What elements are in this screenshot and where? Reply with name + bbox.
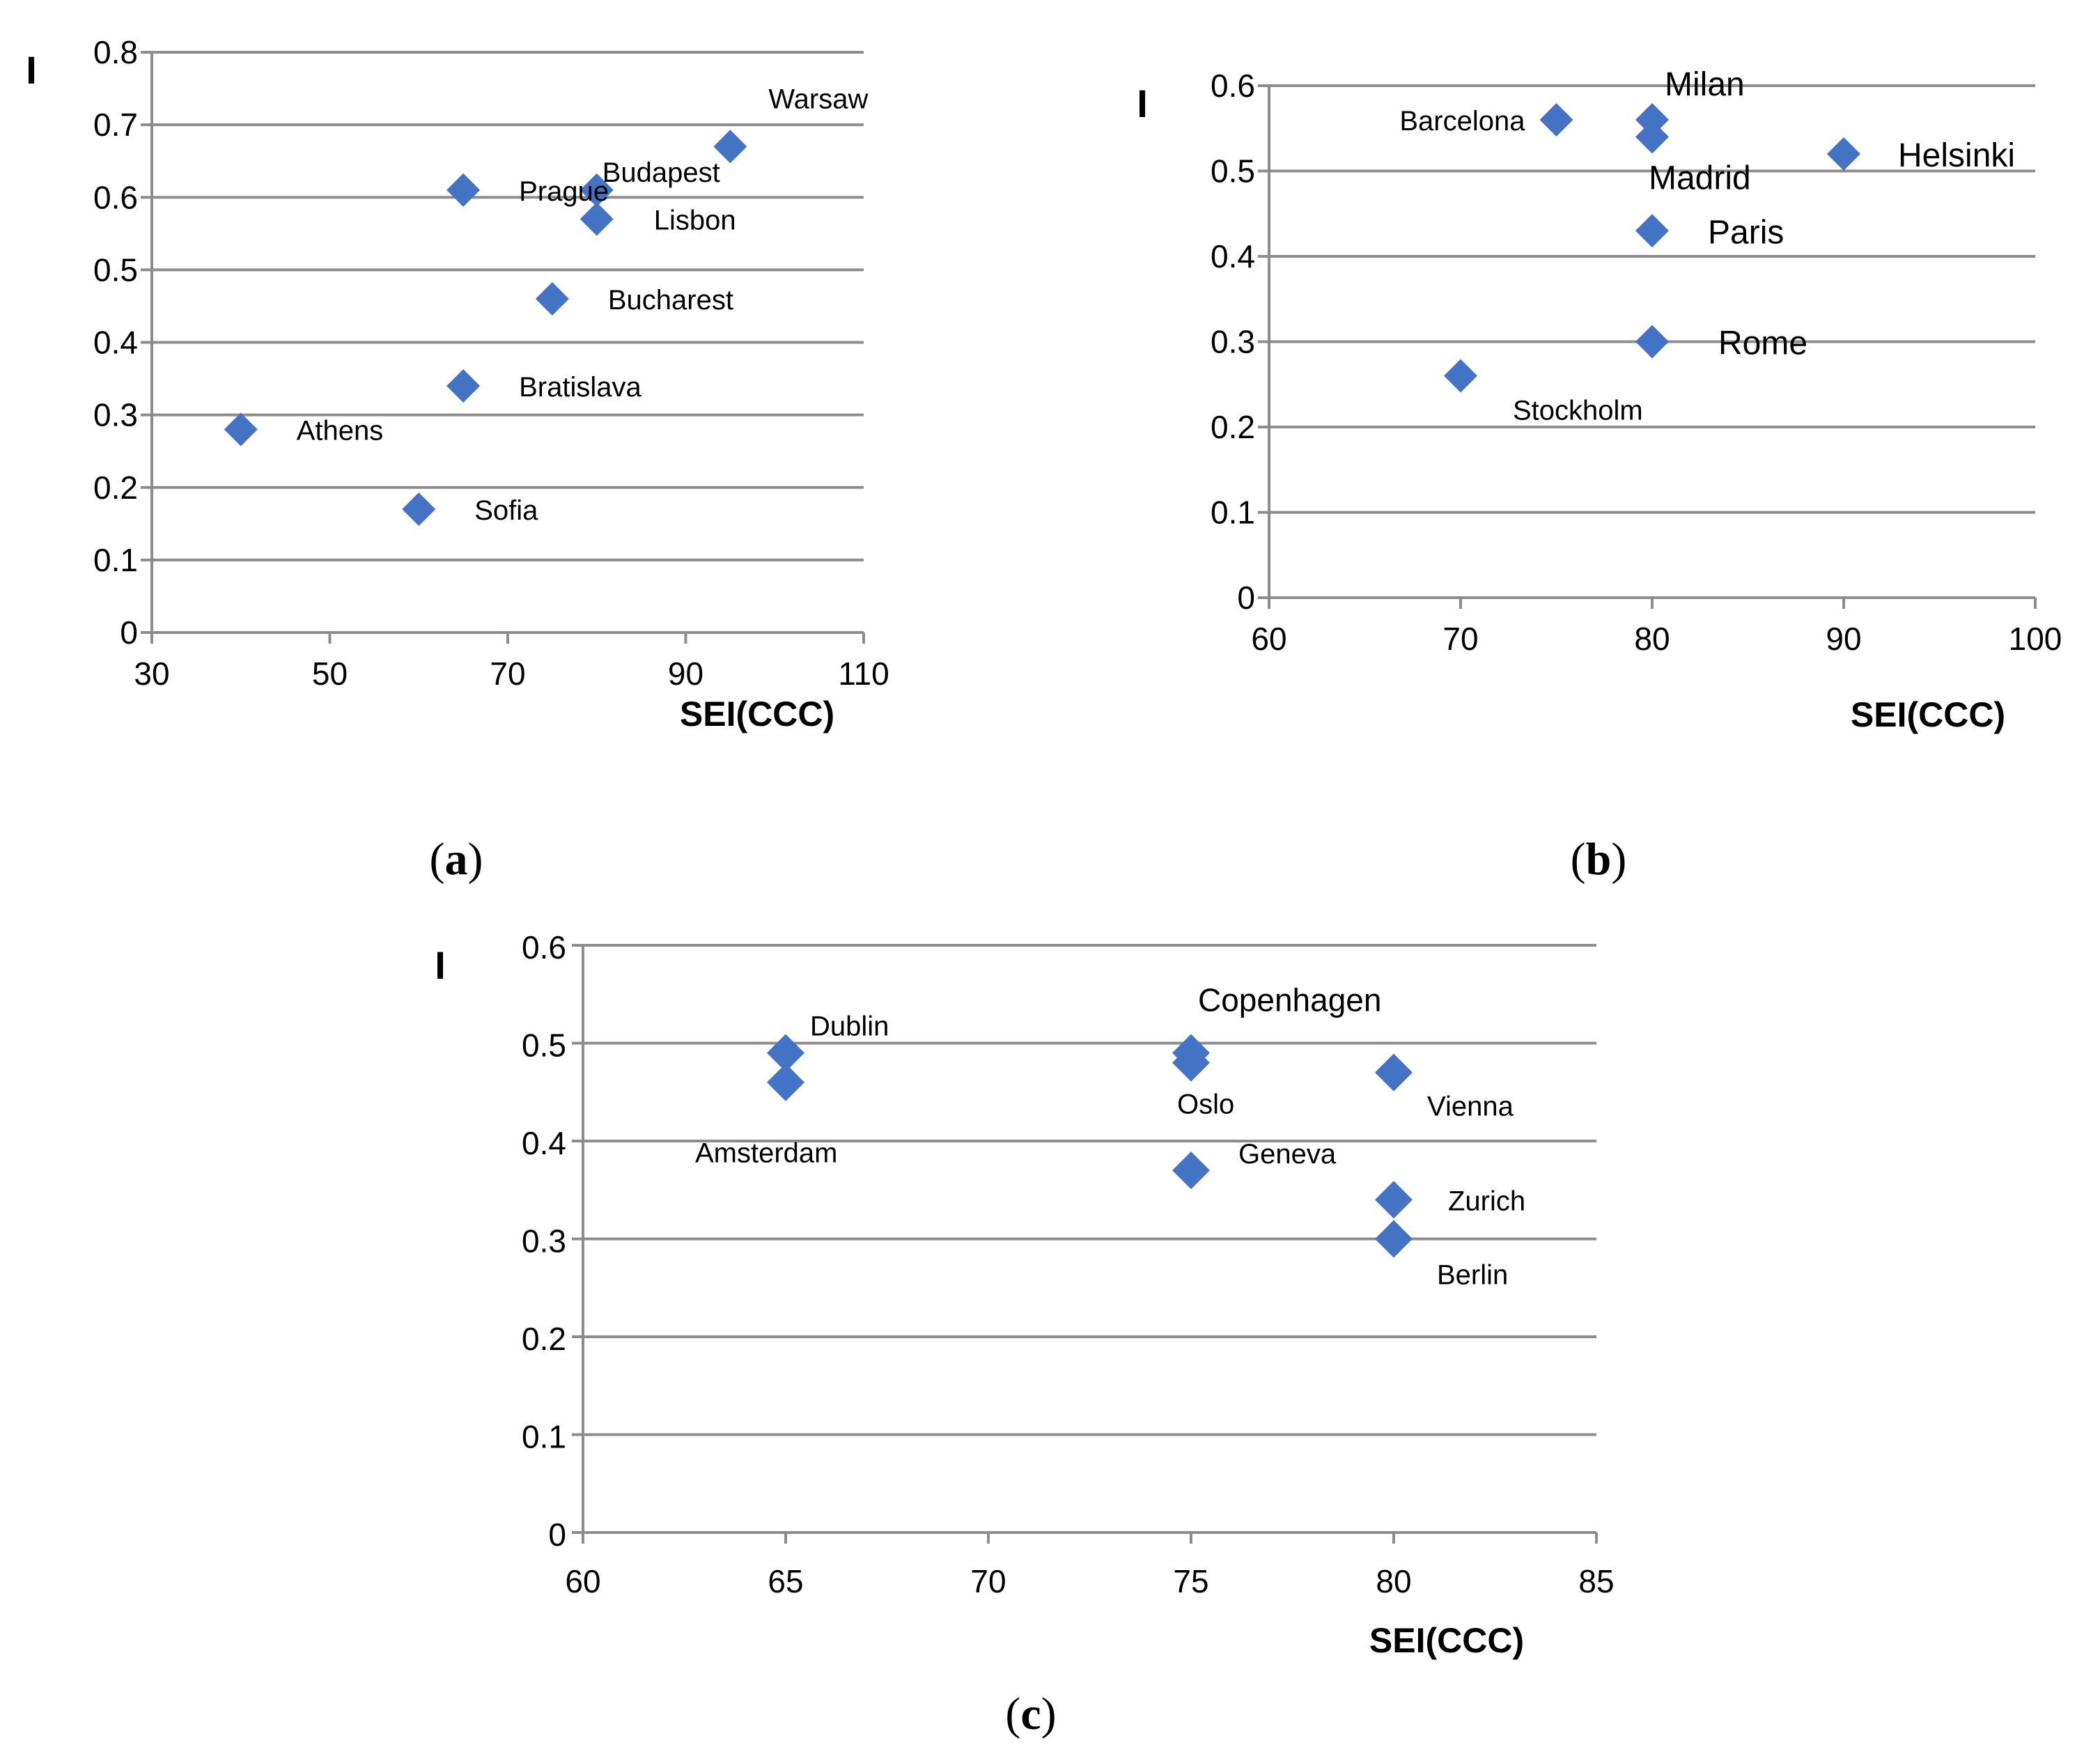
point-warsaw xyxy=(713,130,747,164)
y-tick-label: 0.7 xyxy=(93,107,138,143)
y-tick-label: 0.4 xyxy=(1211,238,1255,274)
panel-caption: (c) xyxy=(1005,1689,1056,1739)
point-lisbon xyxy=(580,202,614,236)
point-label-bratislava: Bratislava xyxy=(519,372,641,403)
point-stockholm xyxy=(1444,359,1477,393)
point-label-stockholm: Stockholm xyxy=(1513,396,1643,426)
y-tick-label: 0.2 xyxy=(1211,409,1255,445)
y-tick-label: 0.3 xyxy=(522,1223,566,1259)
point-label-warsaw: Warsaw xyxy=(768,84,868,114)
point-label-lisbon: Lisbon xyxy=(654,205,736,235)
x-tick-label: 60 xyxy=(565,1563,600,1599)
point-label-amsterdam: Amsterdam xyxy=(695,1138,838,1169)
y-tick-label: 0.6 xyxy=(93,179,138,215)
y-tick-label: 0 xyxy=(120,614,138,651)
point-label-geneva: Geneva xyxy=(1238,1139,1337,1170)
point-label-rome: Rome xyxy=(1718,325,1807,362)
x-tick-label: 50 xyxy=(312,655,348,692)
x-tick-label: 30 xyxy=(134,655,169,692)
point-label-dublin: Dublin xyxy=(810,1011,889,1042)
y-tick-label: 0.1 xyxy=(1211,495,1255,531)
point-paris xyxy=(1635,214,1669,248)
point-barcelona xyxy=(1539,103,1573,137)
y-axis-title: I xyxy=(26,48,37,92)
point-geneva xyxy=(1172,1151,1210,1190)
point-bucharest xyxy=(535,282,569,316)
point-athens xyxy=(224,412,258,447)
point-label-madrid: Madrid xyxy=(1649,160,1751,197)
point-label-oslo: Oslo xyxy=(1177,1089,1234,1120)
point-sofia xyxy=(402,492,436,526)
x-tick-label: 65 xyxy=(768,1563,803,1599)
y-tick-label: 0.4 xyxy=(522,1125,566,1161)
y-tick-label: 0.5 xyxy=(93,251,138,288)
point-label-barcelona: Barcelona xyxy=(1399,106,1525,137)
panel-caption: (b) xyxy=(1571,834,1627,885)
point-label-sofia: Sofia xyxy=(474,495,538,526)
point-label-budapest: Budapest xyxy=(602,157,720,188)
point-bratislava xyxy=(446,369,481,403)
y-tick-label: 0 xyxy=(1237,580,1255,616)
y-tick-label: 0.2 xyxy=(522,1321,566,1357)
point-helsinki xyxy=(1827,137,1860,171)
y-tick-label: 0.5 xyxy=(1211,153,1255,189)
chart-a: 0 0.1 0.2 0.3 0.4 0.5 0.6 0.7 0.8 30 50 70 90 110 I SEI… xyxy=(26,34,889,885)
x-tick-label: 90 xyxy=(1826,621,1861,657)
point-rome xyxy=(1635,325,1669,359)
point-label-vienna: Vienna xyxy=(1427,1092,1514,1122)
y-tick-label: 0.6 xyxy=(1211,68,1255,104)
x-axis-title: SEI(CCC) xyxy=(1369,1621,1524,1660)
x-tick-label: 85 xyxy=(1578,1563,1614,1599)
y-tick-label: 0.1 xyxy=(522,1418,566,1454)
y-tick-label: 0.4 xyxy=(93,325,138,361)
y-tick-label: 0.3 xyxy=(1211,324,1255,360)
y-tick-label: 0.6 xyxy=(522,929,566,965)
point-label-prague: Prague xyxy=(519,176,609,207)
point-label-athens: Athens xyxy=(297,415,384,446)
point-label-paris: Paris xyxy=(1708,214,1784,251)
x-axis-title: SEI(CCC) xyxy=(680,695,834,734)
y-tick-label: 0.8 xyxy=(93,34,138,70)
point-zurich xyxy=(1375,1181,1413,1219)
x-axis-title: SEI(CCC) xyxy=(1851,695,2005,734)
x-tick-label: 110 xyxy=(838,655,889,692)
x-tick-label: 70 xyxy=(490,655,525,692)
point-budapest xyxy=(580,173,614,207)
y-tick-label: 0.5 xyxy=(522,1027,566,1063)
y-tick-label: 0 xyxy=(548,1516,566,1553)
chart-c: 0 0.1 0.2 0.3 0.4 0.5 0.6 60 65 70 75 80 85 I SEI(CCC)… xyxy=(435,929,1614,1739)
point-dublin xyxy=(767,1034,804,1072)
point-label-milan: Milan xyxy=(1665,66,1745,103)
chart-b: 0 0.1 0.2 0.3 0.4 0.5 0.6 60 70 80 90 100 I SEI(CCC) M… xyxy=(1137,66,2062,885)
y-axis-title: I xyxy=(435,943,446,987)
point-label-helsinki: Helsinki xyxy=(1898,137,2015,174)
panel-caption: (a) xyxy=(430,834,483,885)
point-label-zurich: Zurich xyxy=(1448,1186,1525,1216)
y-axis-title: I xyxy=(1137,82,1148,125)
x-tick-label: 75 xyxy=(1173,1563,1208,1599)
point-amsterdam xyxy=(767,1063,804,1101)
y-tick-label: 0.3 xyxy=(93,397,138,433)
point-label-copenhagen: Copenhagen xyxy=(1198,982,1381,1018)
x-tick-label: 80 xyxy=(1634,621,1670,657)
x-tick-label: 80 xyxy=(1376,1563,1411,1599)
x-tick-label: 70 xyxy=(970,1563,1006,1599)
point-madrid xyxy=(1635,120,1669,154)
point-prague xyxy=(446,173,481,207)
x-tick-label: 90 xyxy=(668,655,703,692)
point-label-bucharest: Bucharest xyxy=(608,285,733,316)
x-tick-label: 60 xyxy=(1251,621,1286,657)
x-tick-label: 100 xyxy=(2009,621,2062,657)
y-tick-label: 0.2 xyxy=(93,470,138,506)
y-tick-label: 0.1 xyxy=(93,542,138,578)
x-tick-label: 70 xyxy=(1442,621,1478,657)
point-vienna xyxy=(1375,1053,1413,1092)
point-berlin xyxy=(1375,1220,1413,1258)
point-oslo xyxy=(1172,1044,1210,1082)
point-milan xyxy=(1635,103,1669,137)
point-label-berlin: Berlin xyxy=(1437,1260,1508,1291)
